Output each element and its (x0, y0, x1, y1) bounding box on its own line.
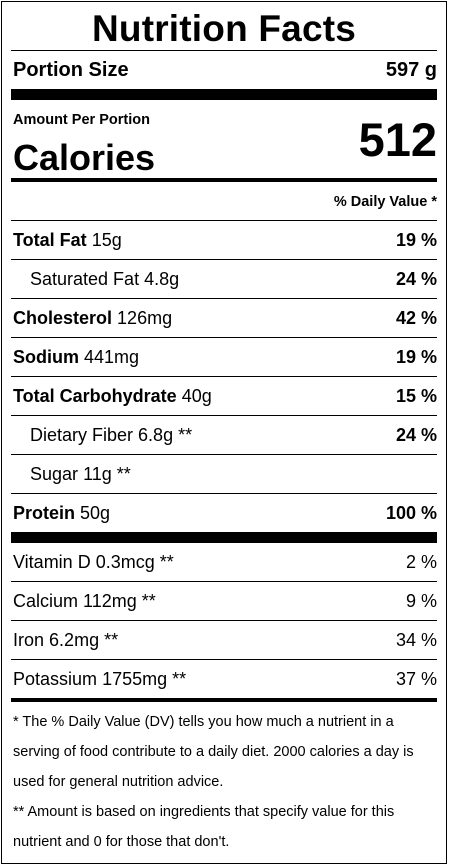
daily-value-header: % Daily Value * (333, 194, 437, 210)
portion-size-value: 597 g (385, 59, 437, 81)
footnote-amount: ** Amount is based on ingredients that s… (13, 804, 395, 850)
row-divider (11, 337, 437, 338)
footnotes: * The % Daily Value (DV) tells you how m… (13, 707, 437, 857)
vitamin-row-iron: Iron 6.2mg ** 34 % (11, 621, 437, 659)
vitamin-dv: 2 % (405, 552, 437, 572)
portion-divider (11, 89, 437, 100)
nutrient-row-saturated-fat: Saturated Fat 4.8g 24 % (11, 260, 437, 298)
vitamin-name: Calcium (13, 591, 79, 611)
nutrient-name: Saturated Fat (30, 269, 140, 289)
row-divider (11, 493, 437, 494)
vitamin-dv: 34 % (395, 630, 437, 650)
nutrient-dv: 15 % (395, 386, 437, 406)
row-divider (11, 454, 437, 455)
nutrient-row-total-fat: Total Fat 15g 19 % (11, 221, 437, 259)
nutrient-name: Dietary Fiber (30, 425, 134, 445)
nutrient-name: Cholesterol (13, 308, 113, 328)
nutrient-name: Sugar (30, 464, 79, 484)
nutrient-name: Total Fat (13, 230, 87, 250)
vitamin-name: Iron (13, 630, 45, 650)
vitamin-name: Potassium (13, 669, 98, 689)
vitamin-row-vitamin-d: Vitamin D 0.3mcg ** 2 % (11, 543, 437, 581)
vitamin-amount: 112mg ** (83, 591, 156, 611)
vitamin-amount: 1755mg ** (102, 669, 187, 689)
calories-label: Calories (13, 137, 156, 178)
label-title: Nutrition Facts (91, 8, 357, 49)
nutrient-amount: 441mg (84, 347, 140, 367)
vitamin-amount: 6.2mg ** (49, 630, 119, 650)
nutrient-name: Protein (13, 503, 76, 523)
nutrient-amount: 40g (181, 386, 212, 406)
nutrient-amount: 126mg (117, 308, 173, 328)
vitamin-name: Vitamin D (13, 552, 91, 572)
nutrient-dv: 24 % (395, 425, 437, 445)
row-divider (11, 415, 437, 416)
nutrient-dv: 19 % (395, 347, 437, 367)
nutrient-name: Total Carbohydrate (13, 386, 177, 406)
row-divider (11, 220, 437, 221)
row-divider (11, 620, 437, 621)
nutrient-row-protein: Protein 50g 100 % (11, 494, 437, 532)
nutrient-row-dietary-fiber: Dietary Fiber 6.8g ** 24 % (11, 416, 437, 454)
nutrient-row-total-carbohydrate: Total Carbohydrate 40g 15 % (11, 377, 437, 415)
nutrient-row-cholesterol: Cholesterol 126mg 42 % (11, 299, 437, 337)
calories-divider (11, 178, 437, 182)
row-divider (11, 659, 437, 660)
amount-per-portion: Amount Per Portion (13, 112, 150, 128)
portion-size-label: Portion Size (13, 59, 129, 81)
row-divider (11, 581, 437, 582)
nutrient-dv: 24 % (395, 269, 437, 289)
footnote-divider (11, 698, 437, 702)
protein-divider (11, 532, 437, 543)
portion-size-row: Portion Size 597 g (13, 56, 437, 84)
vitamin-dv: 37 % (395, 669, 437, 689)
footnote-daily-value: * The % Daily Value (DV) tells you how m… (13, 714, 414, 790)
calories-value: 512 (358, 113, 437, 166)
nutrient-amount: 6.8g ** (138, 425, 193, 445)
nutrient-row-sugar: Sugar 11g ** (11, 455, 437, 493)
vitamin-row-calcium: Calcium 112mg ** 9 % (11, 582, 437, 620)
nutrient-amount: 11g ** (83, 464, 131, 484)
nutrient-amount: 15g (91, 230, 122, 250)
nutrient-dv: 42 % (395, 308, 437, 328)
title-divider (11, 50, 437, 51)
nutrient-row-sodium: Sodium 441mg 19 % (11, 338, 437, 376)
vitamin-row-potassium: Potassium 1755mg ** 37 % (11, 660, 437, 698)
vitamin-dv: 9 % (405, 591, 437, 611)
row-divider (11, 298, 437, 299)
row-divider (11, 376, 437, 377)
nutrient-amount: 4.8g (144, 269, 180, 289)
row-divider (11, 259, 437, 260)
vitamin-amount: 0.3mcg ** (95, 552, 174, 572)
nutrient-name: Sodium (13, 347, 79, 367)
nutrient-dv: 100 % (385, 503, 437, 523)
nutrient-amount: 50g (80, 503, 111, 523)
nutrient-dv: 19 % (395, 230, 437, 250)
label-inner: Nutrition Facts Portion Size 597 g Amoun… (11, 2, 437, 863)
